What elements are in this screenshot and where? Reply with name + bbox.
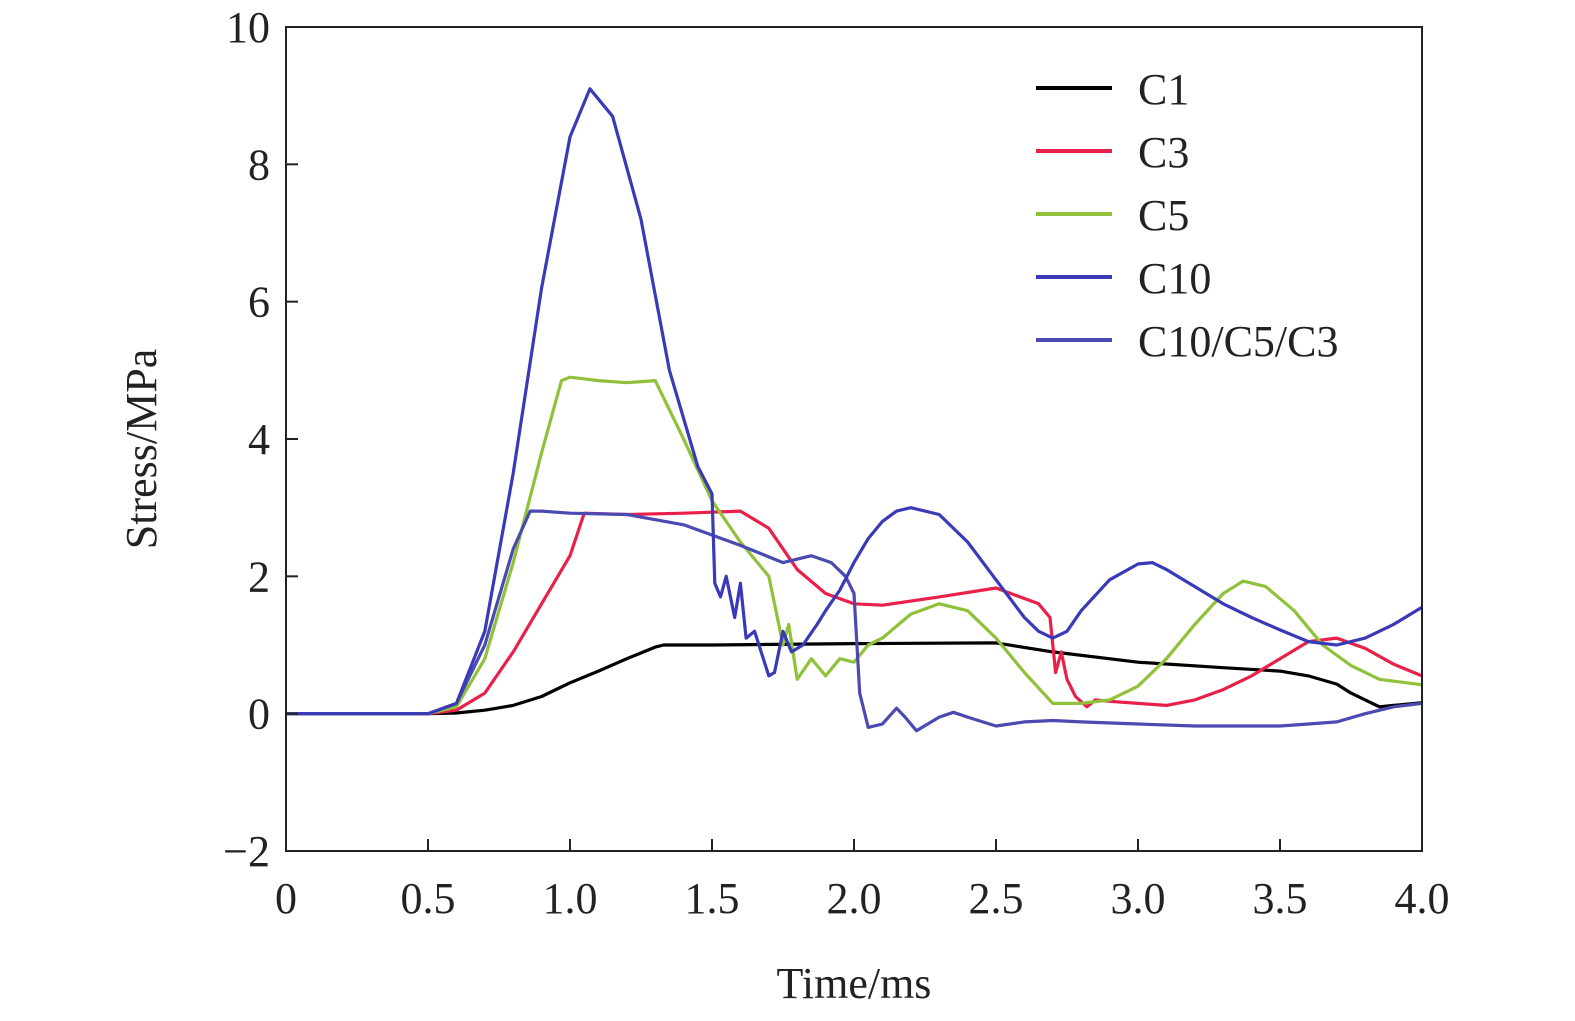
series-lines xyxy=(286,87,1422,733)
y-axis-label: Stress/MPa xyxy=(117,349,166,549)
x-tick-label: 0 xyxy=(275,874,297,923)
series-line-c1 xyxy=(286,641,1422,716)
y-tick-label: 6 xyxy=(248,278,270,327)
x-tick-label: 3.5 xyxy=(1253,874,1308,923)
legend-label: C3 xyxy=(1138,128,1189,177)
y-tick-label: 10 xyxy=(226,3,270,52)
legend-label: C5 xyxy=(1138,191,1189,240)
y-tick-label: 4 xyxy=(248,415,270,464)
x-tick-label: 1.0 xyxy=(543,874,598,923)
legend-label: C10 xyxy=(1138,254,1211,303)
axis-ticks xyxy=(285,26,1423,852)
x-tick-label: 0.5 xyxy=(401,874,456,923)
x-axis-label: Time/ms xyxy=(777,959,932,1008)
x-tick-label: 4.0 xyxy=(1395,874,1450,923)
series-line-c3 xyxy=(286,509,1422,716)
x-tick-label: 2.5 xyxy=(969,874,1024,923)
x-tick-label: 2.0 xyxy=(827,874,882,923)
series-line-c10 xyxy=(286,87,1422,716)
legend-label: C10/C5/C3 xyxy=(1138,317,1339,366)
series-line-c5 xyxy=(286,375,1422,716)
legend-label: C1 xyxy=(1138,65,1189,114)
series-line-c10-c5-c3 xyxy=(286,509,1422,733)
x-tick-label: 3.0 xyxy=(1111,874,1166,923)
y-tick-label: 2 xyxy=(248,552,270,601)
legend: C1 C3 C5 C10 C10/C5/C3 xyxy=(1036,65,1339,366)
y-tick-label: −2 xyxy=(223,827,270,876)
x-tick-label: 1.5 xyxy=(685,874,740,923)
y-tick-label: 8 xyxy=(248,140,270,189)
y-tick-label: 0 xyxy=(248,690,270,739)
